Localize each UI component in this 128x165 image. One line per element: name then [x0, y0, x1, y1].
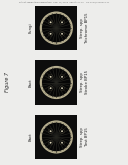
Bar	[35, 60, 77, 105]
Ellipse shape	[50, 22, 51, 23]
Text: Bact: Bact	[29, 78, 33, 87]
Ellipse shape	[50, 87, 51, 89]
Ellipse shape	[50, 33, 51, 34]
Ellipse shape	[61, 131, 63, 132]
Bar	[35, 115, 77, 159]
Text: Figure 7: Figure 7	[5, 72, 10, 93]
Ellipse shape	[50, 131, 51, 132]
Ellipse shape	[42, 122, 71, 152]
Ellipse shape	[61, 76, 63, 78]
Text: Fungi: Fungi	[29, 23, 33, 33]
Ellipse shape	[61, 142, 63, 143]
Ellipse shape	[42, 13, 71, 43]
Ellipse shape	[50, 76, 51, 78]
Ellipse shape	[61, 22, 63, 23]
Bar	[35, 6, 77, 50]
Text: Patent Application Publication   Feb. 19, 2009  Sheet 7 of 12    US 2009/0048439: Patent Application Publication Feb. 19, …	[19, 2, 109, 4]
Text: Bact: Bact	[29, 133, 33, 141]
Text: Strep. spp
Test BP15: Strep. spp Test BP15	[80, 127, 89, 147]
Ellipse shape	[42, 68, 71, 97]
Text: Strep. spp
Strobe BP15: Strep. spp Strobe BP15	[80, 70, 89, 95]
Ellipse shape	[50, 142, 51, 143]
Ellipse shape	[61, 33, 63, 34]
Text: Strep. spp
Trichrome BP15: Strep. spp Trichrome BP15	[80, 13, 89, 43]
Ellipse shape	[61, 87, 63, 89]
